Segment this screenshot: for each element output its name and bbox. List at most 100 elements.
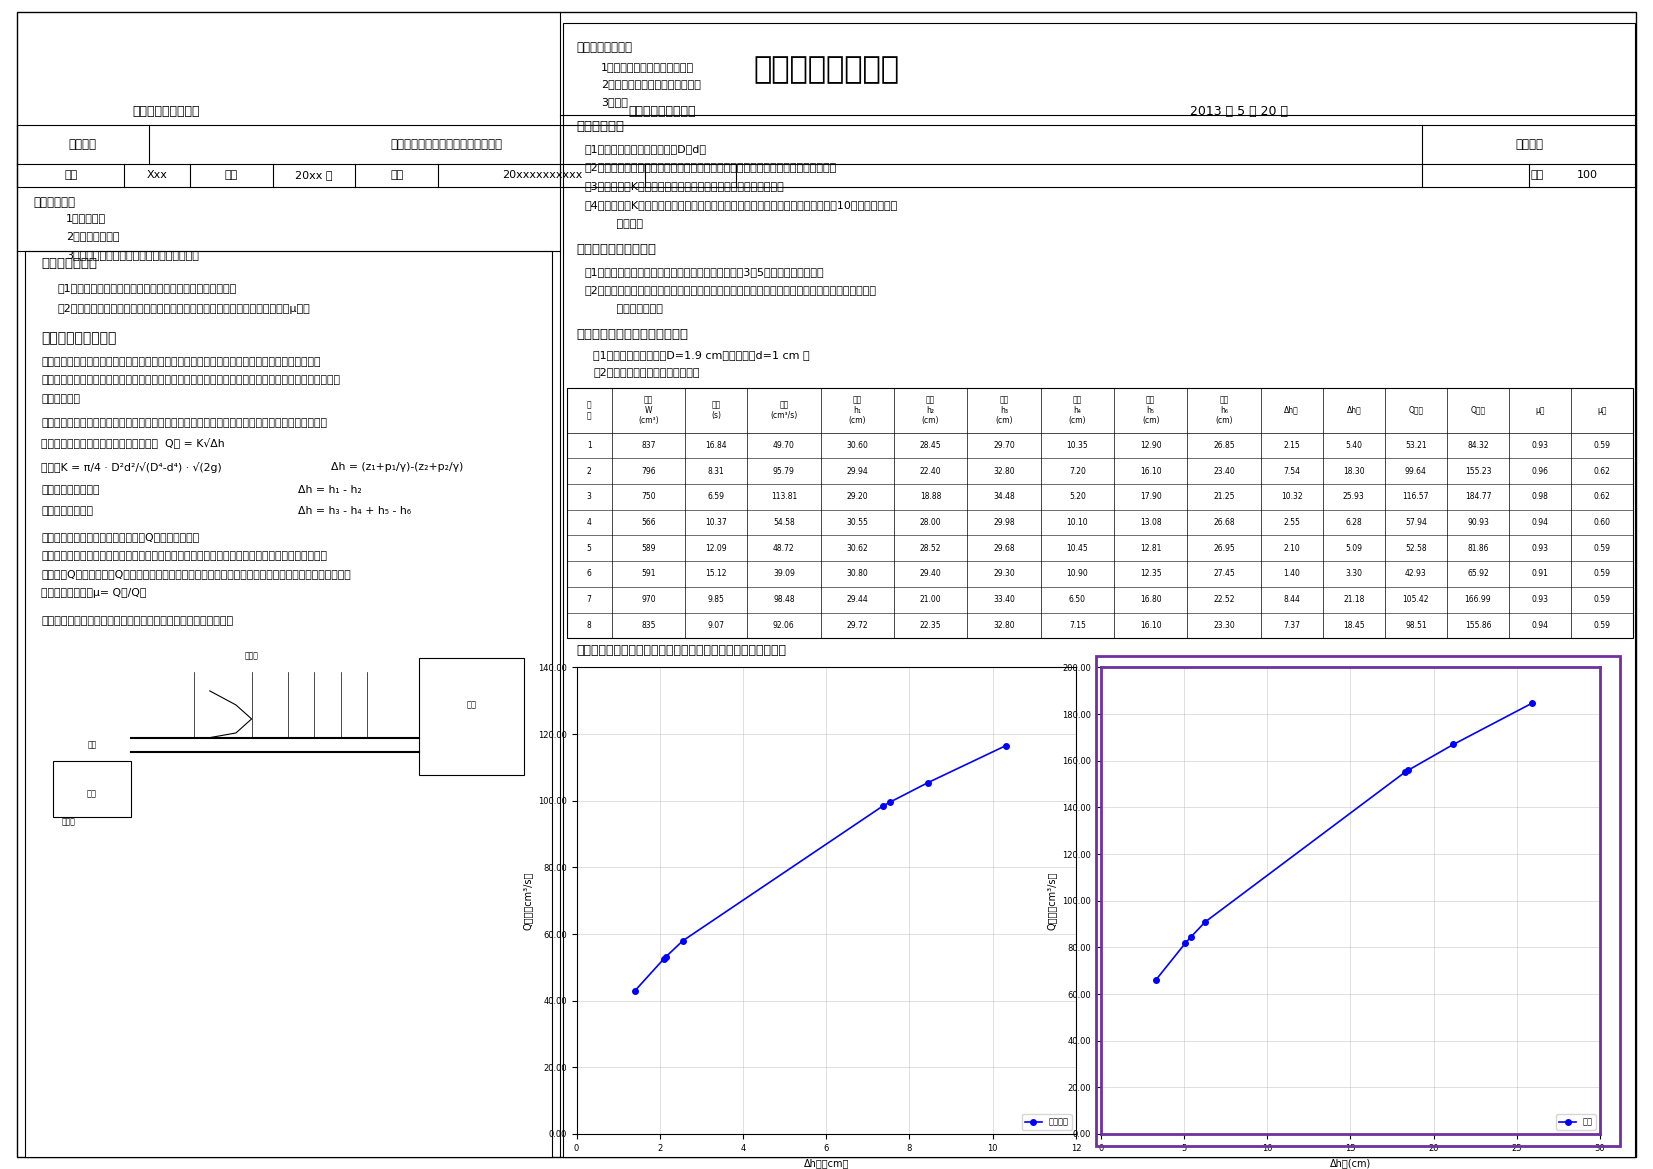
Text: 33.40: 33.40	[993, 595, 1015, 604]
Bar	[567, 388, 1633, 638]
Text: 10.90: 10.90	[1066, 569, 1088, 579]
Text: 测
次: 测 次	[587, 401, 592, 420]
Text: 21.25: 21.25	[1213, 492, 1235, 502]
Text: 53.21: 53.21	[1405, 441, 1427, 450]
Text: 30.80: 30.80	[846, 569, 868, 579]
Text: （2）启动抽水机，打开进水开关，使水进入水箱，并使水箱保持溢流，使水位恒定。: （2）启动抽水机，打开进水开关，使水进入水箱，并使水箱保持溢流，使水位恒定。	[585, 162, 836, 173]
Text: 7: 7	[587, 595, 592, 604]
Text: 水位
h₃
(cm): 水位 h₃ (cm)	[995, 395, 1013, 426]
Legend: 文丘里管: 文丘里管	[1022, 1114, 1071, 1129]
Text: Δh = (z₁+p₁/γ)-(z₂+p₂/γ): Δh = (z₁+p₁/γ)-(z₂+p₂/γ)	[331, 462, 463, 472]
Text: （2）绘出压差与流量的关系曲线，确定文丘里流量计和孔板流量计的流量系数μ值。: （2）绘出压差与流量的关系曲线，确定文丘里流量计和孔板流量计的流量系数μ值。	[58, 304, 311, 314]
Text: 压差计: 压差计	[245, 651, 258, 660]
Text: 166.99: 166.99	[1465, 595, 1491, 604]
Text: 0.60: 0.60	[1593, 518, 1610, 527]
Text: 水位
h₂
(cm): 水位 h₂ (cm)	[922, 395, 939, 426]
Text: 尾阀: 尾阀	[88, 740, 96, 749]
Text: Δh文: Δh文	[1284, 406, 1299, 415]
Text: 16.10: 16.10	[1141, 621, 1162, 630]
Text: Q孔理: Q孔理	[1471, 406, 1486, 415]
Text: 对于孔板流量计：: 对于孔板流量计：	[41, 506, 93, 517]
Text: 抽水机: 抽水机	[61, 817, 76, 826]
Text: μ文: μ文	[1536, 406, 1546, 415]
Text: 22.40: 22.40	[919, 466, 942, 476]
Text: 0.59: 0.59	[1593, 621, 1610, 630]
Text: 0.59: 0.59	[1593, 441, 1610, 450]
Text: 54.58: 54.58	[774, 518, 795, 527]
Text: 2.15: 2.15	[1283, 441, 1301, 450]
Y-axis label: Q文理（cm³/s）: Q文理（cm³/s）	[522, 872, 532, 929]
Text: 16.10: 16.10	[1141, 466, 1162, 476]
Text: 21.18: 21.18	[1344, 595, 1364, 604]
Text: 13.08: 13.08	[1141, 518, 1162, 527]
Text: 0.59: 0.59	[1593, 544, 1610, 553]
Text: 12.35: 12.35	[1141, 569, 1162, 579]
Text: 81.86: 81.86	[1468, 544, 1489, 553]
Text: 20xxxxxxxxxx: 20xxxxxxxxxx	[503, 171, 582, 180]
Text: 18.45: 18.45	[1342, 621, 1365, 630]
Text: 29.44: 29.44	[846, 595, 868, 604]
Text: 3: 3	[587, 492, 592, 502]
Text: 文丘里流量计及孔板流量计率定实验: 文丘里流量计及孔板流量计率定实验	[390, 138, 503, 151]
Text: 水位
h₆
(cm): 水位 h₆ (cm)	[1215, 395, 1233, 426]
Text: 1: 1	[587, 441, 592, 450]
Text: 29.68: 29.68	[993, 544, 1015, 553]
Text: 23.40: 23.40	[1213, 466, 1235, 476]
Text: 52.58: 52.58	[1405, 544, 1427, 553]
Text: 10.45: 10.45	[1066, 544, 1088, 553]
Text: 8.31: 8.31	[707, 466, 724, 476]
Text: 0.93: 0.93	[1532, 441, 1549, 450]
Text: 七、实验结论：由实验数据可得压差和流量的关系曲线如下图：: 七、实验结论：由实验数据可得压差和流量的关系曲线如下图：	[577, 644, 787, 657]
Text: 42.93: 42.93	[1405, 569, 1427, 579]
Text: 105.42: 105.42	[1403, 595, 1430, 604]
Text: 26.85: 26.85	[1213, 441, 1235, 450]
Text: 年级: 年级	[225, 171, 238, 180]
Text: 成绩: 成绩	[1531, 171, 1544, 180]
Text: Δh孔: Δh孔	[1347, 406, 1360, 415]
Text: 9.07: 9.07	[707, 621, 724, 630]
Text: 体积
W
(cm³): 体积 W (cm³)	[638, 395, 660, 426]
Text: 0.93: 0.93	[1532, 544, 1549, 553]
Text: 98.48: 98.48	[774, 595, 795, 604]
Text: 六、实验数据，表格及数据处理: 六、实验数据，表格及数据处理	[577, 328, 689, 341]
Text: Δh = h₁ - h₂: Δh = h₁ - h₂	[298, 485, 362, 496]
Text: 0.59: 0.59	[1593, 569, 1610, 579]
Text: 970: 970	[641, 595, 656, 604]
Text: 压差计测得。: 压差计测得。	[41, 394, 81, 404]
Text: 27.45: 27.45	[1213, 569, 1235, 579]
Text: 水位
h₅
(cm): 水位 h₅ (cm)	[1142, 395, 1159, 426]
Text: 29.98: 29.98	[993, 518, 1015, 527]
Text: 29.70: 29.70	[993, 441, 1015, 450]
Text: Δh = h₃ - h₄ + h₅ - h₆: Δh = h₃ - h₄ + h₅ - h₆	[298, 506, 410, 517]
Text: 过的流量Q实小于理想值Q理。因此在实际应用时，上式应予以修正。实测流量与理想液体情况下的流量之: 过的流量Q实小于理想值Q理。因此在实际应用时，上式应予以修正。实测流量与理想液体…	[41, 569, 350, 580]
Text: 591: 591	[641, 569, 656, 579]
Text: 99.64: 99.64	[1405, 466, 1427, 476]
Text: 孔板流量计原理与文丘里流量计相同，根据能量方程以及等压面原理可得出不计阻力作用时的文丘里: 孔板流量计原理与文丘里流量计相同，根据能量方程以及等压面原理可得出不计阻力作用时…	[41, 419, 327, 429]
Text: 65.92: 65.92	[1468, 569, 1489, 579]
Text: 29.40: 29.40	[919, 569, 942, 579]
Text: 5: 5	[587, 544, 592, 553]
Text: 566: 566	[641, 518, 656, 527]
Text: 其中：K = π/4 · D²d²/√(D⁴-d⁴) · √(2g): 其中：K = π/4 · D²d²/√(D⁴-d⁴) · √(2g)	[41, 462, 222, 472]
Text: 20xx 级: 20xx 级	[296, 171, 332, 180]
Text: 0.62: 0.62	[1593, 466, 1610, 476]
Text: 21.00: 21.00	[919, 595, 942, 604]
Text: 3．结论: 3．结论	[602, 97, 628, 108]
Text: 流量计（孔板流量计）的流量计算公式：  Q理 = K√Δh: 流量计（孔板流量计）的流量计算公式： Q理 = K√Δh	[41, 437, 225, 448]
Text: 2．实验基本原理: 2．实验基本原理	[66, 231, 119, 242]
Text: 在实际液体中，由于阻力的存在，水流通过文丘里流量计（或孔板流量计）时有能量损失，故实际通: 在实际液体中，由于阻力的存在，水流通过文丘里流量计（或孔板流量计）时有能量损失，…	[41, 551, 327, 561]
Text: Q文理: Q文理	[1408, 406, 1423, 415]
Text: （1）有关常数圆管直径D=1.9 cm，圆管直径d=1 cm 。: （1）有关常数圆管直径D=1.9 cm，圆管直径d=1 cm 。	[593, 350, 810, 360]
Text: 18.88: 18.88	[921, 492, 941, 502]
Text: μ孔: μ孔	[1597, 406, 1607, 415]
Text: 作为该次读数。: 作为该次读数。	[585, 304, 663, 314]
Text: 10.37: 10.37	[706, 518, 727, 527]
Text: 17.90: 17.90	[1141, 492, 1162, 502]
Text: 0.94: 0.94	[1532, 518, 1549, 527]
Text: 98.51: 98.51	[1405, 621, 1427, 630]
Text: 113.81: 113.81	[770, 492, 797, 502]
Text: 对于文丘里流量计：: 对于文丘里流量计：	[41, 485, 99, 496]
Text: 6: 6	[587, 569, 592, 579]
Text: 6.59: 6.59	[707, 492, 724, 502]
Text: 二、实验操作部分: 二、实验操作部分	[577, 41, 633, 54]
